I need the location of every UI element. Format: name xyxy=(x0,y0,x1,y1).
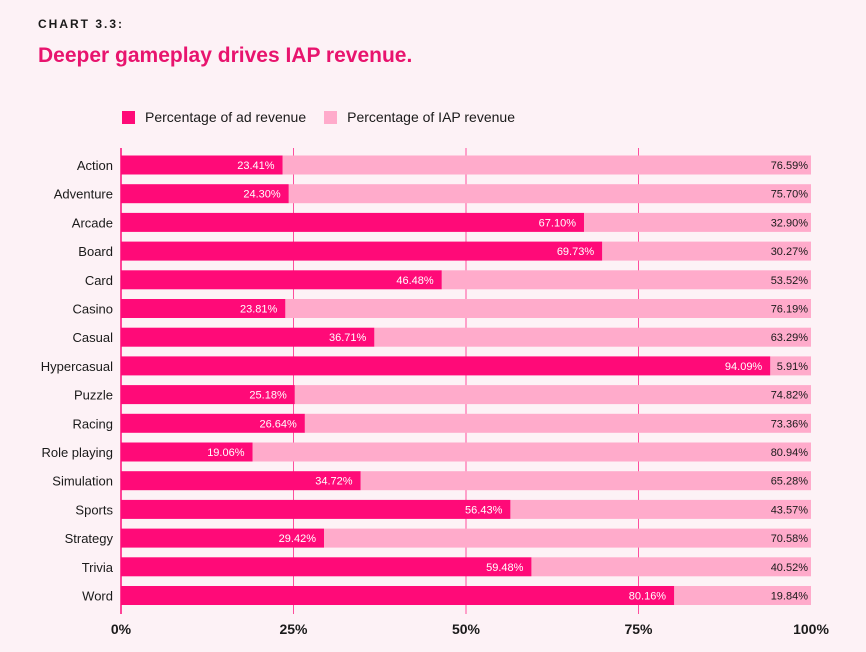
bar-iap xyxy=(304,413,811,433)
bar-iap xyxy=(252,442,812,462)
bar-iap xyxy=(674,586,811,605)
data-label-ad: 34.72% xyxy=(315,476,353,488)
bar-iap xyxy=(374,327,811,347)
category-label: Racing xyxy=(73,416,113,431)
bar-iap xyxy=(360,471,811,491)
chart-kicker: CHART 3.3: xyxy=(38,17,125,31)
x-tick-label: 0% xyxy=(111,621,132,637)
x-tick-label: 25% xyxy=(279,621,308,637)
x-tick-label: 50% xyxy=(452,621,481,637)
bar-ad xyxy=(121,356,771,376)
data-label-iap: 40.52% xyxy=(771,562,809,574)
data-label-ad: 24.30% xyxy=(243,189,281,201)
data-label-iap: 63.29% xyxy=(771,332,809,344)
bar-ad xyxy=(121,557,532,577)
category-label: Trivia xyxy=(82,560,114,575)
data-label-iap: 30.27% xyxy=(771,246,809,258)
x-tick-label: 75% xyxy=(624,621,653,637)
bar-ad xyxy=(121,212,584,232)
bar-iap xyxy=(770,356,811,376)
category-label: Simulation xyxy=(52,474,113,489)
data-label-iap: 43.57% xyxy=(771,504,809,516)
bar-iap xyxy=(294,385,811,405)
bar-ad xyxy=(121,155,283,175)
bar-iap xyxy=(510,499,811,519)
bar-iap xyxy=(282,155,811,175)
data-label-iap: 76.59% xyxy=(771,160,809,172)
data-label-iap: 80.94% xyxy=(771,447,809,459)
data-label-ad: 23.81% xyxy=(240,304,278,316)
bar-iap xyxy=(288,184,811,204)
bar-ad xyxy=(121,499,511,519)
category-label: Strategy xyxy=(65,531,114,546)
data-label-iap: 32.90% xyxy=(771,217,809,229)
category-label: Arcade xyxy=(72,215,113,230)
bar-ad xyxy=(121,299,286,318)
bar-ad xyxy=(121,270,442,290)
category-label: Casual xyxy=(73,330,114,345)
category-label: Puzzle xyxy=(74,388,113,403)
bar-ad xyxy=(121,184,289,204)
bar-ad xyxy=(121,528,324,548)
data-label-ad: 19.06% xyxy=(207,447,245,459)
chart-title: Deeper gameplay drives IAP revenue. xyxy=(38,44,413,67)
data-label-iap: 5.91% xyxy=(777,361,808,373)
data-label-ad: 59.48% xyxy=(486,562,524,574)
data-label-iap: 70.58% xyxy=(771,533,809,545)
legend-swatch-ad xyxy=(122,110,135,124)
bar-iap xyxy=(441,270,811,290)
bar-ad xyxy=(121,586,675,605)
bar-ad xyxy=(121,413,305,433)
data-label-iap: 76.19% xyxy=(771,304,809,316)
bar-ad xyxy=(121,442,253,462)
x-tick-label: 100% xyxy=(793,621,829,637)
legend-label-ad: Percentage of ad revenue xyxy=(145,109,307,125)
data-label-iap: 75.70% xyxy=(771,189,809,201)
bar-iap xyxy=(583,212,811,232)
chart-legend: Percentage of ad revenue Percentage of I… xyxy=(122,109,533,125)
data-label-ad: 67.10% xyxy=(539,217,577,229)
category-label: Board xyxy=(78,244,113,259)
data-label-ad: 26.64% xyxy=(260,418,298,430)
data-label-iap: 74.82% xyxy=(771,390,809,402)
legend-item-iap: Percentage of IAP revenue xyxy=(324,109,515,125)
bar-iap xyxy=(531,557,811,577)
category-label: Word xyxy=(82,589,113,604)
category-label: Sports xyxy=(75,502,113,517)
data-label-ad: 25.18% xyxy=(249,390,287,402)
data-label-iap: 65.28% xyxy=(771,476,809,488)
data-label-ad: 69.73% xyxy=(557,246,595,258)
data-label-ad: 29.42% xyxy=(279,533,317,545)
category-label: Action xyxy=(77,158,113,173)
category-label: Adventure xyxy=(54,187,113,202)
category-label: Card xyxy=(85,273,113,288)
data-label-iap: 19.84% xyxy=(771,591,809,603)
data-label-ad: 46.48% xyxy=(396,275,434,287)
category-label: Casino xyxy=(73,302,113,317)
category-label: Role playing xyxy=(41,445,113,460)
legend-item-ad: Percentage of ad revenue xyxy=(122,109,306,125)
category-label: Hypercasual xyxy=(41,359,113,374)
data-label-ad: 23.41% xyxy=(237,160,275,172)
data-label-ad: 94.09% xyxy=(725,361,763,373)
data-label-ad: 56.43% xyxy=(465,504,503,516)
data-label-ad: 36.71% xyxy=(329,332,367,344)
data-label-iap: 53.52% xyxy=(771,275,809,287)
legend-swatch-iap xyxy=(324,110,338,124)
bar-ad xyxy=(121,471,361,491)
bar-ad xyxy=(121,385,295,405)
bar-ad xyxy=(121,241,603,261)
data-label-ad: 80.16% xyxy=(629,591,667,603)
bar-iap xyxy=(285,299,811,318)
legend-label-iap: Percentage of IAP revenue xyxy=(347,109,515,125)
bar-iap xyxy=(323,528,811,548)
bar-iap xyxy=(602,241,811,261)
bar-ad xyxy=(121,327,375,347)
data-label-iap: 73.36% xyxy=(771,418,809,430)
